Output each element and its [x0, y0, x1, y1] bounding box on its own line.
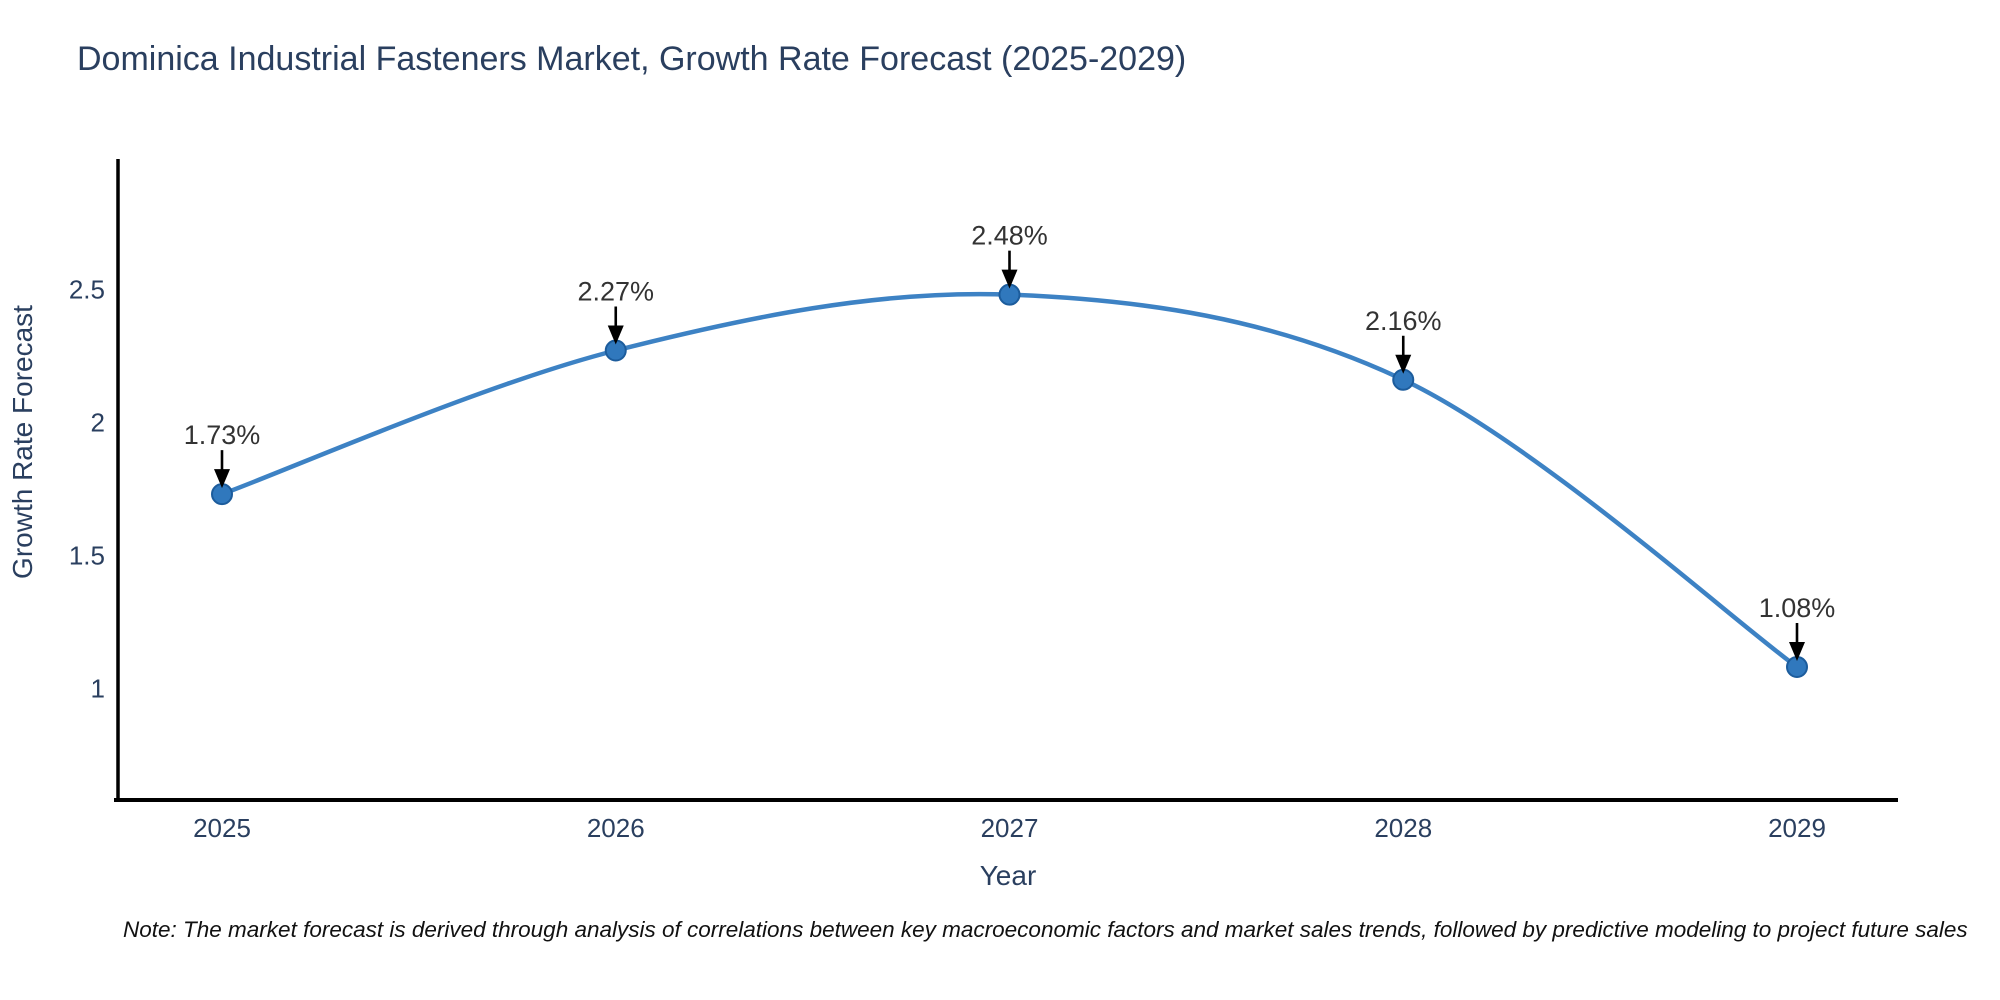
x-tick-label: 2027: [981, 813, 1039, 843]
forecast-curve: [221, 291, 1799, 669]
annotation-arrow-head: [1395, 354, 1412, 374]
annotation-label: 1.08%: [1759, 593, 1836, 623]
y-axis-title: Growth Rate Forecast: [7, 305, 38, 579]
x-axis-title: Year: [980, 860, 1037, 891]
annotation-arrow-head: [214, 469, 230, 489]
x-tick-label: 2028: [1374, 813, 1432, 843]
annotation-arrow-head: [1001, 269, 1018, 289]
y-tick-label: 1: [91, 673, 105, 703]
annotation-label: 2.16%: [1365, 306, 1442, 336]
annotation-arrow-head: [1789, 642, 1805, 662]
chart-title: Dominica Industrial Fasteners Market, Gr…: [77, 40, 1187, 78]
annotation-arrow-head: [607, 325, 624, 345]
y-tick-label: 1.5: [69, 540, 105, 570]
annotation-label: 2.48%: [971, 221, 1048, 251]
footnote: Note: The market forecast is derived thr…: [123, 917, 1968, 942]
y-tick-label: 2: [91, 407, 105, 437]
annotation-label: 2.27%: [577, 277, 654, 307]
x-tick-label: 2025: [193, 813, 251, 843]
x-tick-label: 2029: [1768, 813, 1826, 843]
annotation-label: 1.73%: [184, 420, 261, 450]
x-tick-label: 2026: [587, 813, 645, 843]
y-tick-label: 2.5: [69, 274, 105, 304]
